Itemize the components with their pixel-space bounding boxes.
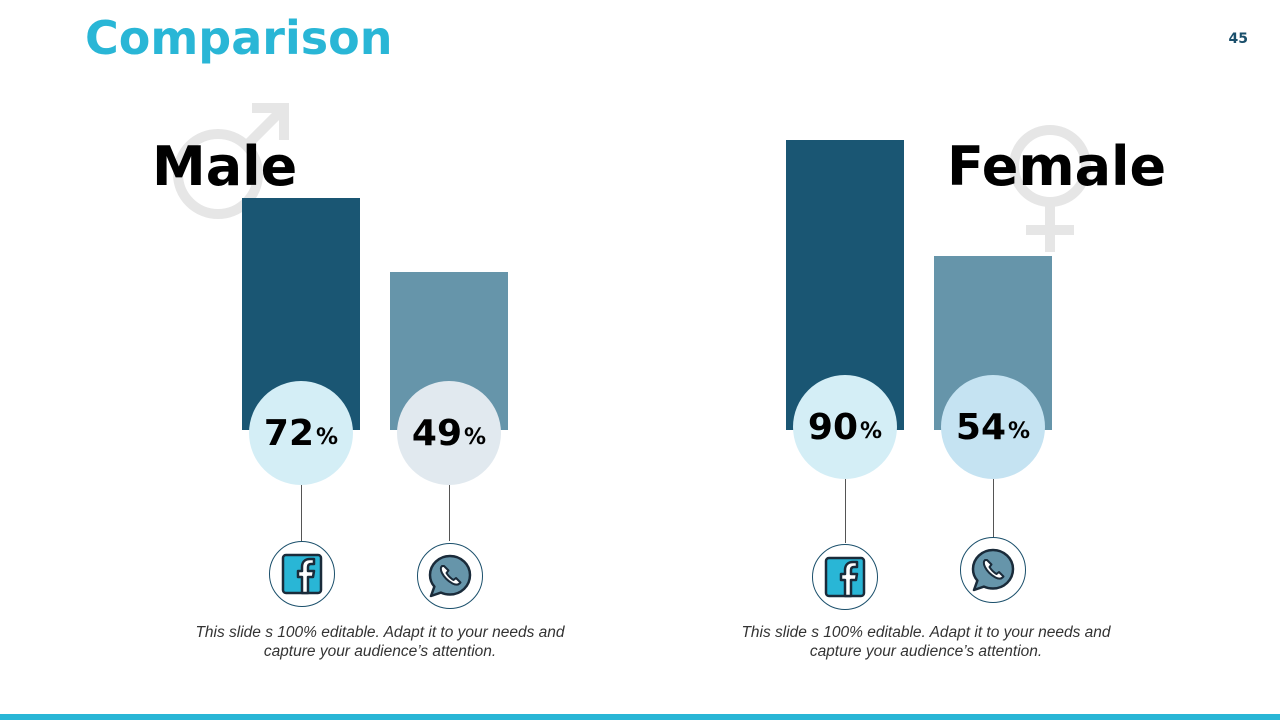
female-facebook-value: 90 — [807, 406, 859, 448]
male-whatsapp-value: 49 — [411, 412, 463, 454]
female-whatsapp-value-bubble: 54% — [941, 375, 1045, 479]
page-title: Comparison — [85, 11, 393, 65]
caption-line: capture your audience’s attention. — [809, 643, 1043, 660]
percent-sign: % — [1008, 418, 1031, 444]
percent-sign: % — [316, 424, 339, 450]
connector-line — [845, 479, 846, 543]
female-caption: This slide s 100% editable. Adapt it to … — [716, 623, 1136, 661]
connector-line — [993, 479, 994, 537]
percent-sign: % — [860, 418, 883, 444]
male-facebook-value-bubble: 72% — [249, 381, 353, 485]
caption-line: This slide s 100% editable. Adapt it to … — [195, 624, 565, 641]
male-symbol-icon — [173, 103, 289, 219]
male-caption: This slide s 100% editable. Adapt it to … — [170, 623, 590, 661]
caption-line: This slide s 100% editable. Adapt it to … — [741, 624, 1111, 641]
male-facebook-icon-ring — [269, 541, 335, 607]
page-number: 45 — [1228, 31, 1248, 47]
bottom-accent-bar — [0, 714, 1280, 720]
female-facebook-value-bubble: 90% — [793, 375, 897, 479]
female-label: Female — [947, 135, 1167, 198]
female-symbol-icon — [1009, 125, 1091, 252]
male-facebook-value: 72 — [263, 412, 315, 454]
whatsapp-icon — [971, 548, 1015, 592]
whatsapp-icon — [428, 554, 472, 598]
connector-line — [301, 485, 302, 541]
male-whatsapp-value-bubble: 49% — [397, 381, 501, 485]
female-facebook-icon-ring — [812, 544, 878, 610]
male-label: Male — [152, 135, 298, 198]
facebook-icon — [824, 556, 866, 598]
female-whatsapp-value: 54 — [955, 406, 1007, 448]
connector-line — [449, 485, 450, 541]
male-whatsapp-icon-ring — [417, 543, 483, 609]
female-whatsapp-icon-ring — [960, 537, 1026, 603]
facebook-icon — [281, 553, 323, 595]
caption-line: capture your audience’s attention. — [263, 643, 497, 660]
percent-sign: % — [464, 424, 487, 450]
